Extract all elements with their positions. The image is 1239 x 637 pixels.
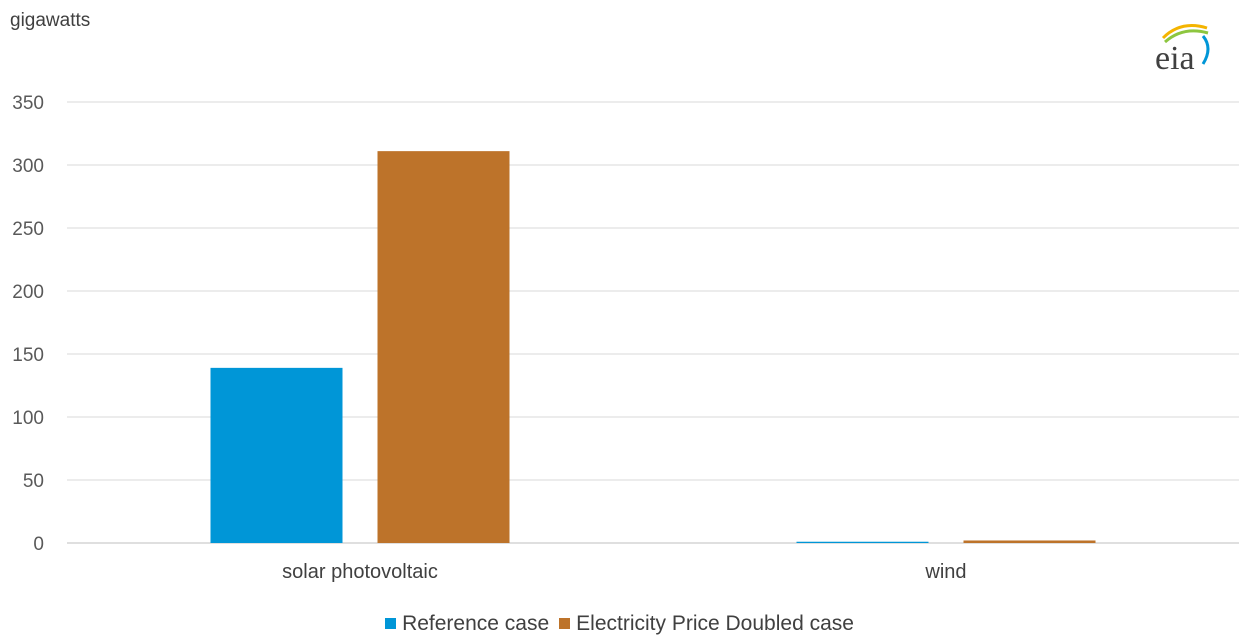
y-tick-label: 50 (23, 471, 44, 492)
bar-chart: 0 50 100 150 200 250 300 350 solar photovoltaic w… (12, 93, 1239, 583)
y-tick-label: 200 (12, 282, 44, 303)
y-tick-label: 100 (12, 408, 44, 429)
eia-logo-text: eia (1155, 40, 1195, 77)
bar-reference-0 (210, 367, 343, 543)
legend-swatch (559, 618, 571, 629)
bar-price-doubled-0 (377, 151, 510, 543)
bar-price-doubled-1 (963, 540, 1096, 543)
bar-reference-1 (796, 541, 929, 543)
y-tick-label: 350 (12, 93, 44, 114)
legend-label: Reference case (402, 611, 550, 635)
x-category-label: wind (924, 561, 966, 583)
y-tick-label: 150 (12, 345, 44, 366)
y-tick-label: 0 (33, 534, 44, 555)
y-axis-unit-label: gigawatts (10, 10, 91, 31)
legend-item: Electricity Price Doubled case (559, 612, 854, 636)
legend: Reference case Electricity Price Doubled … (0, 611, 1239, 636)
y-tick-label: 300 (12, 156, 44, 177)
legend-item: Reference case (385, 612, 549, 636)
legend-swatch (385, 618, 397, 629)
x-category-label: solar photovoltaic (282, 561, 438, 583)
eia-logo-icon: eia (1155, 24, 1210, 77)
y-tick-label: 250 (12, 219, 44, 240)
legend-label: Electricity Price Doubled case (576, 611, 854, 635)
